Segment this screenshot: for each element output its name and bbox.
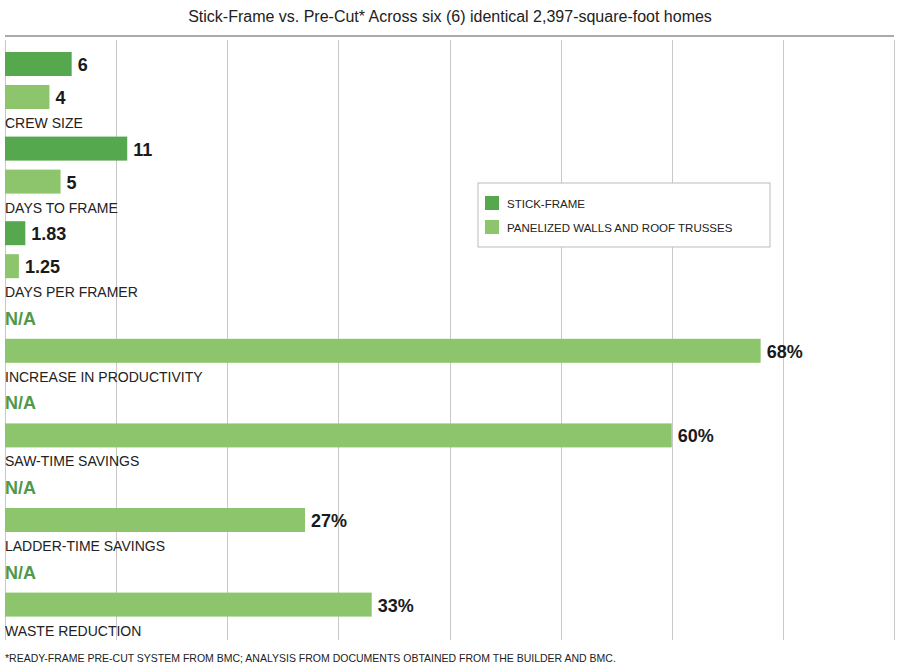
na-label: N/A [5,309,36,329]
bar [5,52,72,76]
category-label: LADDER-TIME SAVINGS [5,538,165,554]
data-label: 68% [767,342,803,362]
category-label: DAYS PER FRAMER [5,284,138,300]
bar [5,85,49,109]
legend: STICK-FRAME PANELIZED WALLS AND ROOF TRUS… [478,183,770,247]
legend-label: PANELIZED WALLS AND ROOF TRUSSES [507,222,733,234]
legend-swatch [485,220,499,234]
na-label: N/A [5,563,36,583]
category-label: CREW SIZE [5,115,83,131]
grid-line [894,40,895,640]
data-label: 27% [311,511,347,531]
category-label: DAYS TO FRAME [5,200,118,216]
grid-line [783,40,784,640]
bar [5,137,127,161]
data-label: 5 [67,173,77,193]
bars [5,52,761,617]
data-label: 4 [55,88,65,108]
footnote: *READY-FRAME PRE-CUT SYSTEM FROM BMC; AN… [5,652,616,664]
data-label: 1.83 [31,224,66,244]
data-label: 33% [378,596,414,616]
grid [6,40,895,640]
bar [5,339,761,363]
labels: 64 CREW SIZE 11 5 DAYS TO FRAME 1.83 1.25 DAYS … [5,55,803,639]
data-label: 11 [133,140,152,160]
data-label: 60% [678,426,714,446]
chart: Stick-Frame vs. Pre-Cut* Across six (6) … [0,0,900,672]
legend-swatch [485,196,499,210]
category-label: WASTE REDUCTION [5,623,141,639]
bar [5,221,25,245]
bar [5,254,19,278]
title-rule [5,36,894,37]
legend-box [478,183,770,247]
bar [5,508,305,532]
na-label: N/A [5,393,36,413]
na-label: N/A [5,478,36,498]
category-label: SAW-TIME SAVINGS [5,453,139,469]
legend-label: STICK-FRAME [507,198,585,210]
bar [5,423,672,447]
title: Stick-Frame vs. Pre-Cut* Across six (6) … [188,8,712,25]
data-label: 1.25 [25,257,60,277]
bar [5,593,372,617]
category-label: INCREASE IN PRODUCTIVITY [5,369,203,385]
bar [5,170,61,194]
data-label: 6 [78,55,88,75]
